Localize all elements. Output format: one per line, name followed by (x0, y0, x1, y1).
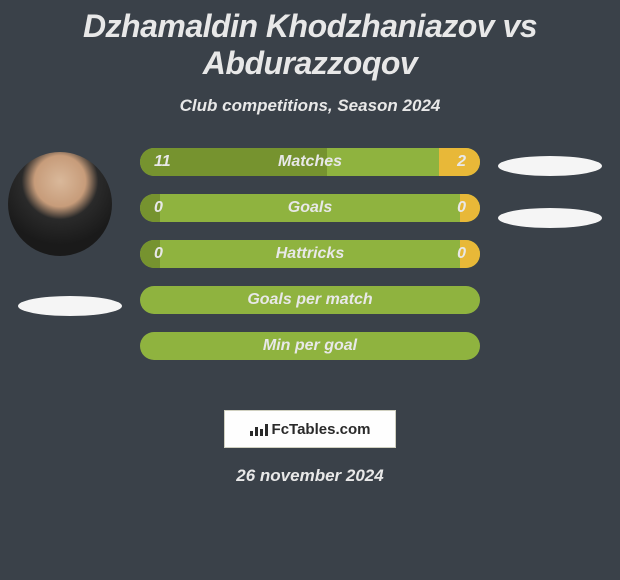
bar-label: Goals (140, 194, 480, 222)
bar-right-value: 0 (457, 240, 466, 268)
bar-label: Matches (140, 148, 480, 176)
bar-label: Hattricks (140, 240, 480, 268)
bar-goals-per-match: Goals per match (140, 286, 480, 314)
bar-right-value: 2 (457, 148, 466, 176)
bar-goals: 0 Goals 0 (140, 194, 480, 222)
date-label: 26 november 2024 (0, 466, 620, 486)
bar-right-value: 0 (457, 194, 466, 222)
chart-icon (250, 422, 268, 436)
bar-hattricks: 0 Hattricks 0 (140, 240, 480, 268)
page-title: Dzhamaldin Khodzhaniazov vs Abdurazzoqov (0, 0, 620, 82)
bar-label: Goals per match (140, 286, 480, 314)
bar-label: Min per goal (140, 332, 480, 360)
player-right-shadow-1 (498, 156, 602, 176)
player-left-shadow (18, 296, 122, 316)
bar-matches: 11 Matches 2 (140, 148, 480, 176)
branding-badge: FcTables.com (224, 410, 396, 448)
bar-min-per-goal: Min per goal (140, 332, 480, 360)
player-left-avatar (8, 152, 112, 256)
branding-text: FcTables.com (272, 421, 371, 438)
player-right-shadow-2 (498, 208, 602, 228)
stat-bars: 11 Matches 2 0 Goals 0 0 Hattricks 0 Goa… (140, 148, 480, 378)
comparison-area: 11 Matches 2 0 Goals 0 0 Hattricks 0 Goa… (0, 158, 620, 398)
subtitle: Club competitions, Season 2024 (0, 96, 620, 116)
